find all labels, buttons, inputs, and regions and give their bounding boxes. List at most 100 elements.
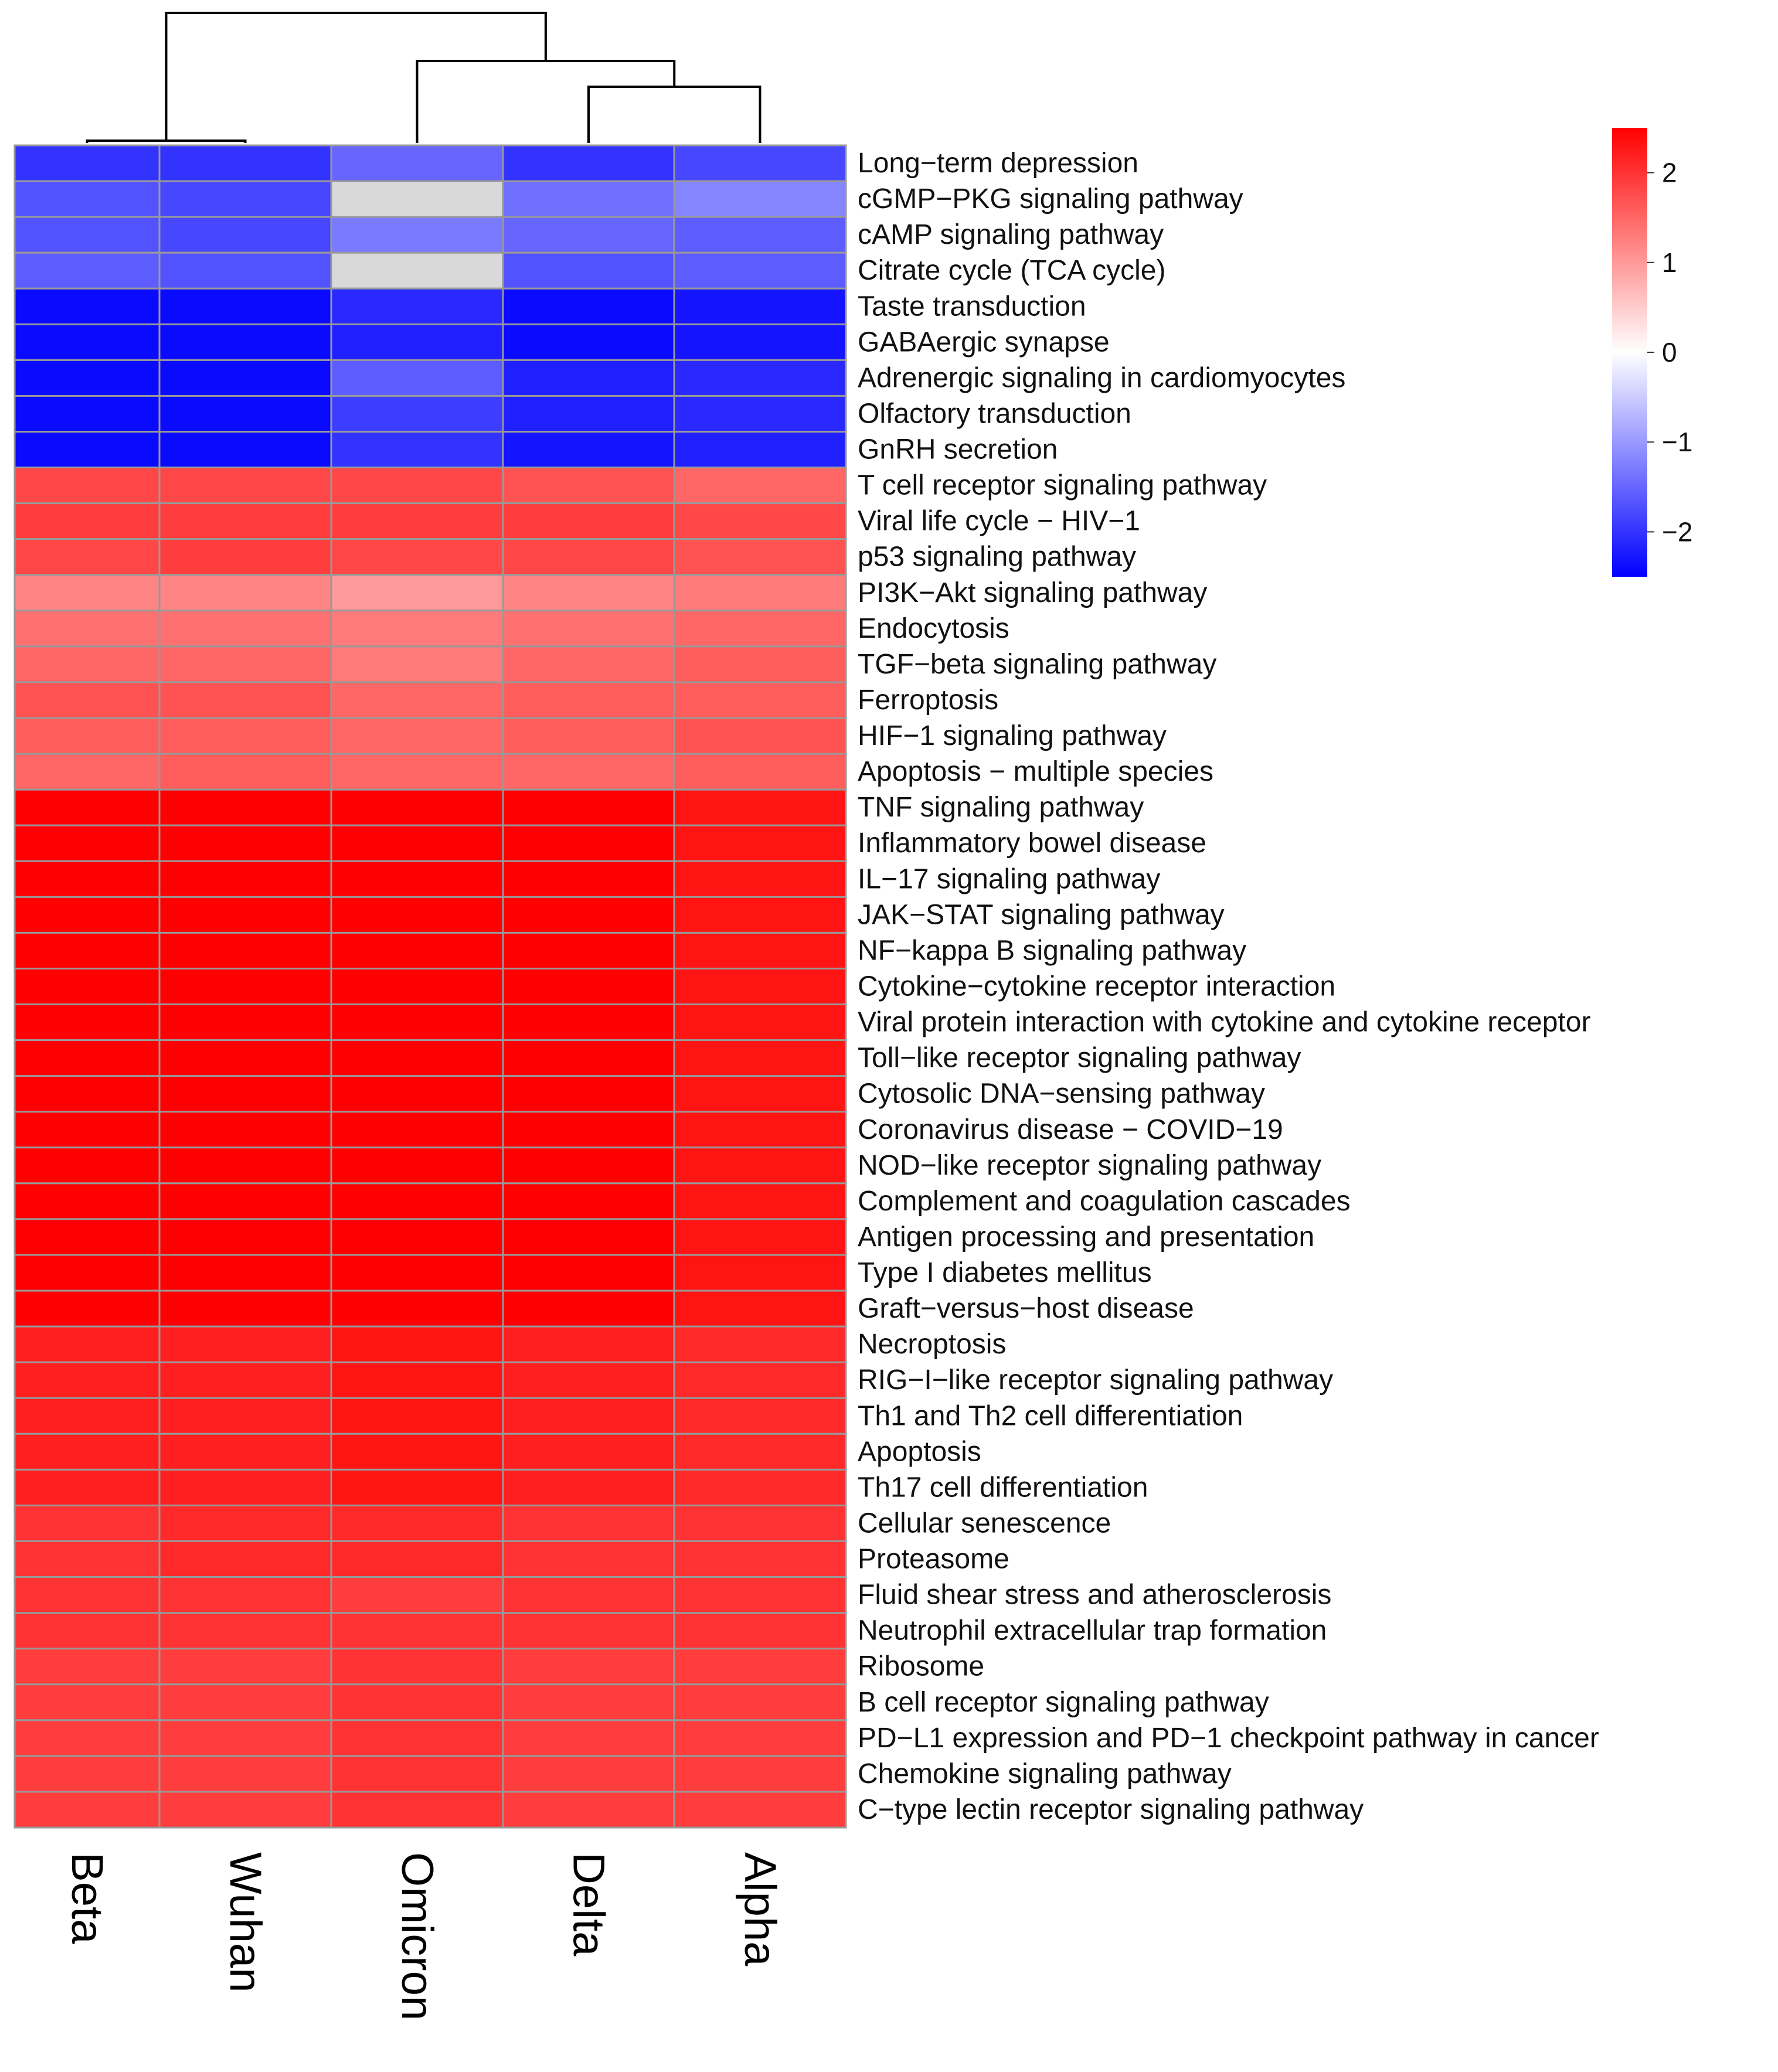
row-label: Neutrophil extracellular trap formation [858, 1615, 1327, 1646]
heatmap-cell [673, 717, 847, 755]
heatmap-cell [158, 144, 332, 182]
heatmap-cell [158, 1003, 332, 1042]
row-label: PD−L1 expression and PD−1 checkpoint pat… [858, 1723, 1599, 1754]
heatmap-cell [158, 717, 332, 755]
heatmap-cell [330, 1325, 504, 1363]
heatmap-cell [673, 1755, 847, 1793]
heatmap-cell [158, 1576, 332, 1614]
heatmap-cell [13, 681, 161, 719]
heatmap-cell [330, 1218, 504, 1256]
row-label: Necroptosis [858, 1329, 1006, 1360]
heatmap-cell [502, 610, 675, 648]
heatmap-cell [330, 1254, 504, 1292]
heatmap-cell [158, 251, 332, 290]
heatmap-cell [502, 1540, 675, 1578]
heatmap-cell [158, 824, 332, 862]
heatmap-cell [330, 788, 504, 826]
heatmap-cell [330, 1290, 504, 1328]
heatmap-cell [673, 1719, 847, 1757]
heatmap-cell [158, 1683, 332, 1721]
row-label: Cytokine−cytokine receptor interaction [858, 971, 1335, 1002]
heatmap-cell [13, 717, 161, 755]
heatmap-cell [502, 1683, 675, 1721]
column-label: Wuhan [220, 1852, 270, 1992]
heatmap-cell [502, 931, 675, 969]
row-label: HIF−1 signaling pathway [858, 720, 1167, 751]
heatmap-cell [13, 1039, 161, 1077]
heatmap-cell [330, 287, 504, 325]
row-label: Fluid shear stress and atherosclerosis [858, 1580, 1331, 1611]
heatmap-cell [330, 1755, 504, 1793]
row-label: Citrate cycle (TCA cycle) [858, 255, 1165, 286]
heatmap-cell [330, 967, 504, 1006]
heatmap-cell [330, 251, 504, 290]
heatmap-cell [673, 1540, 847, 1578]
heatmap-cell [13, 1433, 161, 1471]
heatmap-cell [330, 216, 504, 254]
heatmap-cell [330, 1146, 504, 1185]
legend-tick-label: −2 [1662, 516, 1692, 547]
heatmap-cell [330, 1075, 504, 1113]
heatmap-cell [502, 1397, 675, 1435]
row-label: T cell receptor signaling pathway [858, 470, 1267, 501]
heatmap-cell [502, 538, 675, 576]
heatmap-cell [13, 645, 161, 683]
row-label: Cytosolic DNA−sensing pathway [858, 1078, 1265, 1110]
heatmap-cell [158, 610, 332, 648]
heatmap-cell [330, 681, 504, 719]
heatmap-cell [13, 502, 161, 540]
row-label: IL−17 signaling pathway [858, 863, 1160, 894]
color-legend: 2 1 0 −1 −2 [1612, 128, 1692, 577]
heatmap-cell [13, 1504, 161, 1542]
legend-tick-label: 2 [1662, 158, 1677, 188]
heatmap-cell [502, 1218, 675, 1256]
heatmap-cell [158, 1648, 332, 1686]
heatmap-cell [330, 1504, 504, 1542]
heatmap-cell [330, 1683, 504, 1721]
row-labels: Long−term depression cGMP−PKG signaling p… [858, 148, 1599, 1825]
row-label: Taste transduction [858, 291, 1086, 322]
heatmap-cell [158, 967, 332, 1006]
heatmap-cell [330, 1182, 504, 1220]
row-label: GABAergic synapse [858, 326, 1110, 358]
heatmap-cell [502, 467, 675, 505]
heatmap-cell [158, 323, 332, 361]
heatmap-cell [330, 359, 504, 397]
legend-tick-label: 0 [1662, 337, 1677, 368]
heatmap-cell [158, 1075, 332, 1113]
heatmap-cell [13, 1648, 161, 1686]
heatmap-cell [502, 681, 675, 719]
heatmap-cell [13, 144, 161, 182]
heatmap-cell [330, 574, 504, 612]
row-label: Toll−like receptor signaling pathway [858, 1043, 1301, 1074]
heatmap-cell [502, 1433, 675, 1471]
row-label: Proteasome [858, 1544, 1009, 1575]
heatmap-cell [158, 1218, 332, 1256]
heatmap-cell [158, 1719, 332, 1757]
heatmap-cell [330, 860, 504, 898]
heatmap-cell [158, 1540, 332, 1578]
heatmap-cell [502, 1290, 675, 1328]
heatmap-cell [158, 1755, 332, 1793]
heatmap-cell [502, 896, 675, 934]
heatmap-cell [673, 359, 847, 397]
heatmap-cell [158, 502, 332, 540]
row-label: Ribosome [858, 1651, 984, 1682]
heatmap-cell [158, 394, 332, 433]
row-label: Apoptosis [858, 1436, 981, 1467]
heatmap-cell [158, 180, 332, 218]
heatmap-cell [673, 1325, 847, 1363]
heatmap-cell [673, 1290, 847, 1328]
row-label: Viral protein interaction with cytokine … [858, 1007, 1590, 1038]
heatmap-cell [330, 394, 504, 433]
heatmap-cell [502, 431, 675, 469]
heatmap-cell [13, 610, 161, 648]
heatmap-cell [158, 1361, 332, 1399]
column-label: Alpha [735, 1852, 785, 1966]
row-label: NOD−like receptor signaling pathway [858, 1150, 1321, 1181]
heatmap-cell [502, 967, 675, 1006]
heatmap-cell [673, 1468, 847, 1506]
heatmap-cell [13, 788, 161, 826]
heatmap-cell [673, 931, 847, 969]
heatmap-cell [502, 645, 675, 683]
